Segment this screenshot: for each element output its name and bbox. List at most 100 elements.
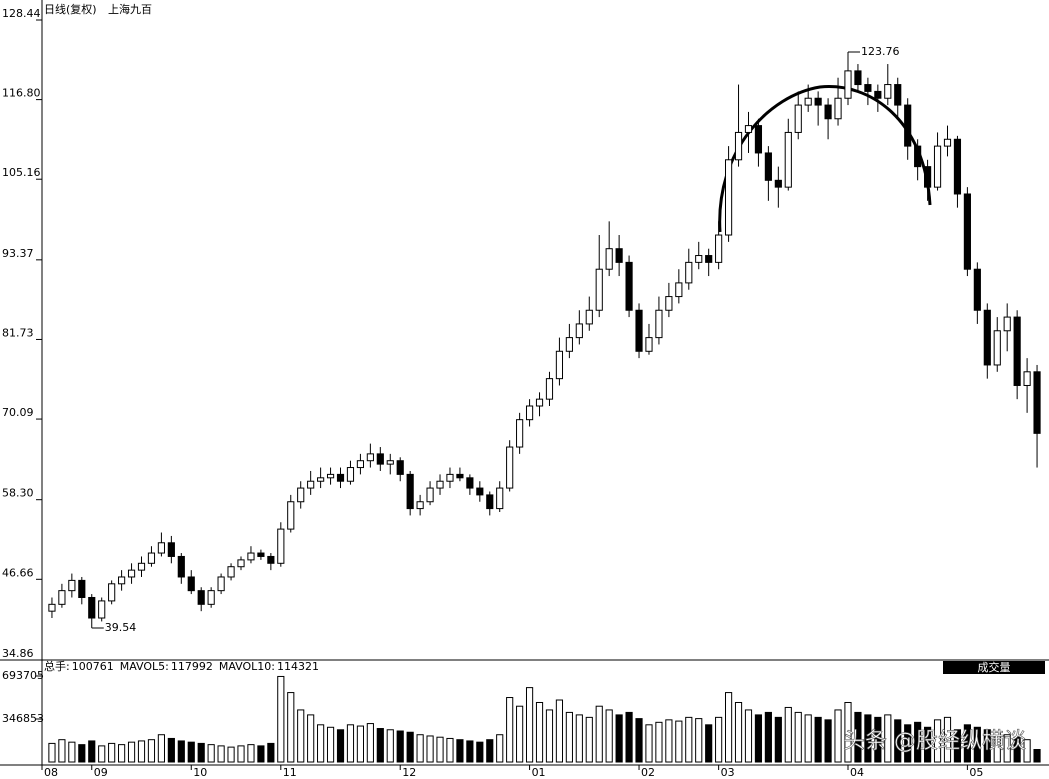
candle-body: [1033, 371, 1041, 434]
candle-body: [615, 248, 623, 263]
legend-label: MAVOL5:: [120, 660, 169, 673]
volume-bar: [565, 711, 573, 763]
volume-bar: [466, 740, 474, 763]
volume-bar: [516, 705, 524, 763]
candle-body: [943, 138, 952, 147]
volume-bar: [824, 719, 832, 763]
volume-bar: [595, 705, 603, 763]
candle-body: [297, 487, 305, 503]
volume-bar: [764, 711, 772, 763]
candle-body: [346, 467, 355, 482]
candle-body: [376, 453, 384, 465]
candle-body: [227, 566, 235, 578]
volume-bar: [118, 744, 126, 763]
candle-body: [406, 473, 414, 510]
volume-bar: [197, 742, 205, 763]
candle-body: [585, 309, 593, 325]
volume-bar: [1003, 734, 1011, 763]
candle-body: [744, 125, 753, 133]
x-tick-label: 04: [850, 766, 864, 779]
volume-bar: [396, 730, 404, 763]
candle-body: [854, 70, 862, 86]
candle-body: [993, 330, 1001, 366]
volume-bar: [993, 731, 1001, 763]
volume-bar: [48, 742, 56, 763]
legend-value: 117992: [171, 660, 213, 673]
x-tick-label: 02: [641, 766, 655, 779]
volume-bar: [914, 721, 922, 763]
candle-body: [695, 255, 703, 263]
volume-bar: [585, 716, 593, 763]
plot: 128.44 116.80 105.16 93.37 81.73 70.09 58.30 46…: [2, 7, 1041, 779]
candle-body: [844, 70, 852, 99]
candle-body: [1013, 316, 1021, 386]
candle-body: [724, 159, 733, 236]
y-tick-label: 70.09: [2, 406, 34, 419]
volume-bar: [734, 701, 743, 763]
volume-bar: [1013, 736, 1021, 763]
volume-bar: [486, 739, 494, 763]
chart-title: 日线(复权): [44, 2, 97, 16]
volume-bar: [147, 739, 156, 763]
candle-body: [167, 542, 175, 557]
volume-bar: [187, 741, 195, 763]
candle-body: [545, 378, 554, 400]
volume-bar: [1033, 749, 1041, 763]
candle-body: [88, 596, 96, 619]
candle-body: [784, 131, 792, 188]
volume-bar: [973, 726, 981, 763]
candle-body: [307, 480, 315, 489]
volume-bar: [207, 744, 215, 763]
x-tick-label: 11: [283, 766, 297, 779]
candle-body: [535, 398, 544, 407]
candle-body: [127, 569, 136, 578]
candle-body: [217, 576, 225, 592]
candle-body: [207, 590, 215, 605]
volume-bar: [575, 714, 583, 763]
volume-bar: [953, 729, 962, 763]
volume-bar: [784, 706, 792, 763]
volume-bar: [267, 742, 275, 763]
volume-legend: 总手: 100761 MAVOL5: 117992 MAVOL10: 114321: [44, 659, 319, 673]
y2-tick-label: 693705: [2, 669, 44, 682]
volume-bar: [625, 711, 633, 763]
volume-bar: [814, 716, 822, 763]
volume-label-box: [943, 661, 1045, 674]
candle-body: [287, 501, 295, 530]
volume-bar: [277, 675, 285, 763]
candle-body: [675, 282, 683, 298]
volume-bar: [635, 718, 643, 763]
candle-body: [774, 179, 782, 188]
candle-body: [48, 603, 56, 612]
candle-body: [754, 125, 763, 154]
candle-body: [874, 90, 882, 99]
volume-bar: [287, 692, 295, 763]
volume-bar: [446, 737, 454, 763]
watermark: 头条 @股经纵横谈: [843, 729, 1026, 754]
volume-bar: [724, 692, 733, 763]
candle-body: [78, 579, 86, 598]
candle-body: [665, 296, 673, 311]
volume-bar: [346, 724, 355, 763]
volume-bar: [297, 709, 305, 763]
candle-body: [58, 590, 66, 605]
candle-body: [884, 84, 892, 99]
volume-bar: [744, 709, 753, 763]
candle-body: [625, 261, 633, 311]
volume-bar: [665, 719, 673, 763]
candle-body: [904, 104, 912, 147]
x-tick-label: 08: [44, 766, 58, 779]
volume-bar: [167, 737, 175, 763]
candle-body: [426, 487, 434, 503]
candle-body: [177, 555, 185, 578]
volume-bar: [715, 716, 723, 763]
volume-bar: [386, 729, 394, 763]
volume-bar: [237, 745, 245, 763]
volume-bar: [247, 744, 255, 763]
volume-bar: [525, 687, 534, 763]
candle-body: [973, 268, 981, 311]
volume-bar: [376, 728, 384, 763]
candle-body: [764, 152, 772, 181]
